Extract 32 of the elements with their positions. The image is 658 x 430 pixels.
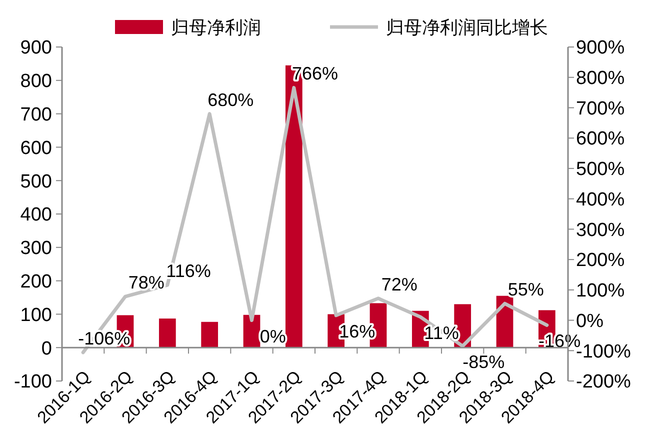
y2-tick-label: 300%: [576, 220, 625, 241]
legend-label: 归母净利润: [171, 17, 261, 38]
y2-tick-label: 200%: [576, 250, 625, 272]
y-tick-label: 900: [20, 38, 52, 59]
data-label: 72%: [381, 274, 418, 294]
data-label: 116%: [166, 261, 211, 282]
y2-tick-label: -200%: [576, 372, 632, 393]
y2-tick-label: 800%: [576, 68, 625, 90]
y2-tick-label: 100%: [576, 280, 625, 302]
y2-tick-label: 900%: [576, 38, 625, 59]
data-label: 55%: [508, 280, 544, 300]
y-tick-label: 500: [20, 171, 52, 192]
y-tick-label: 600: [20, 138, 52, 159]
legend-label: 归母净利润同比增长: [386, 17, 548, 38]
y2-tick-label: 500%: [576, 159, 625, 180]
y-tick-label: 300: [20, 238, 52, 260]
bar: [201, 322, 218, 348]
y-tick-label: 700: [20, 104, 52, 126]
y-tick-label: 800: [20, 71, 52, 92]
data-label: -85%: [462, 352, 505, 372]
y2-tick-label: 0%: [576, 310, 604, 332]
y2-tick-label: 600%: [576, 128, 625, 150]
y2-tick-label: 400%: [576, 189, 625, 210]
y-tick-label: 200: [20, 271, 52, 292]
data-label: 78%: [128, 272, 164, 293]
y-tick-label: 100: [20, 304, 52, 326]
y2-tick-label: 700%: [576, 98, 625, 120]
data-label: 0%: [260, 326, 286, 346]
y-tick-label: 0: [41, 338, 52, 360]
bar: [158, 318, 176, 348]
y-tick-label: 400: [20, 204, 52, 226]
data-label: 680%: [208, 90, 254, 110]
